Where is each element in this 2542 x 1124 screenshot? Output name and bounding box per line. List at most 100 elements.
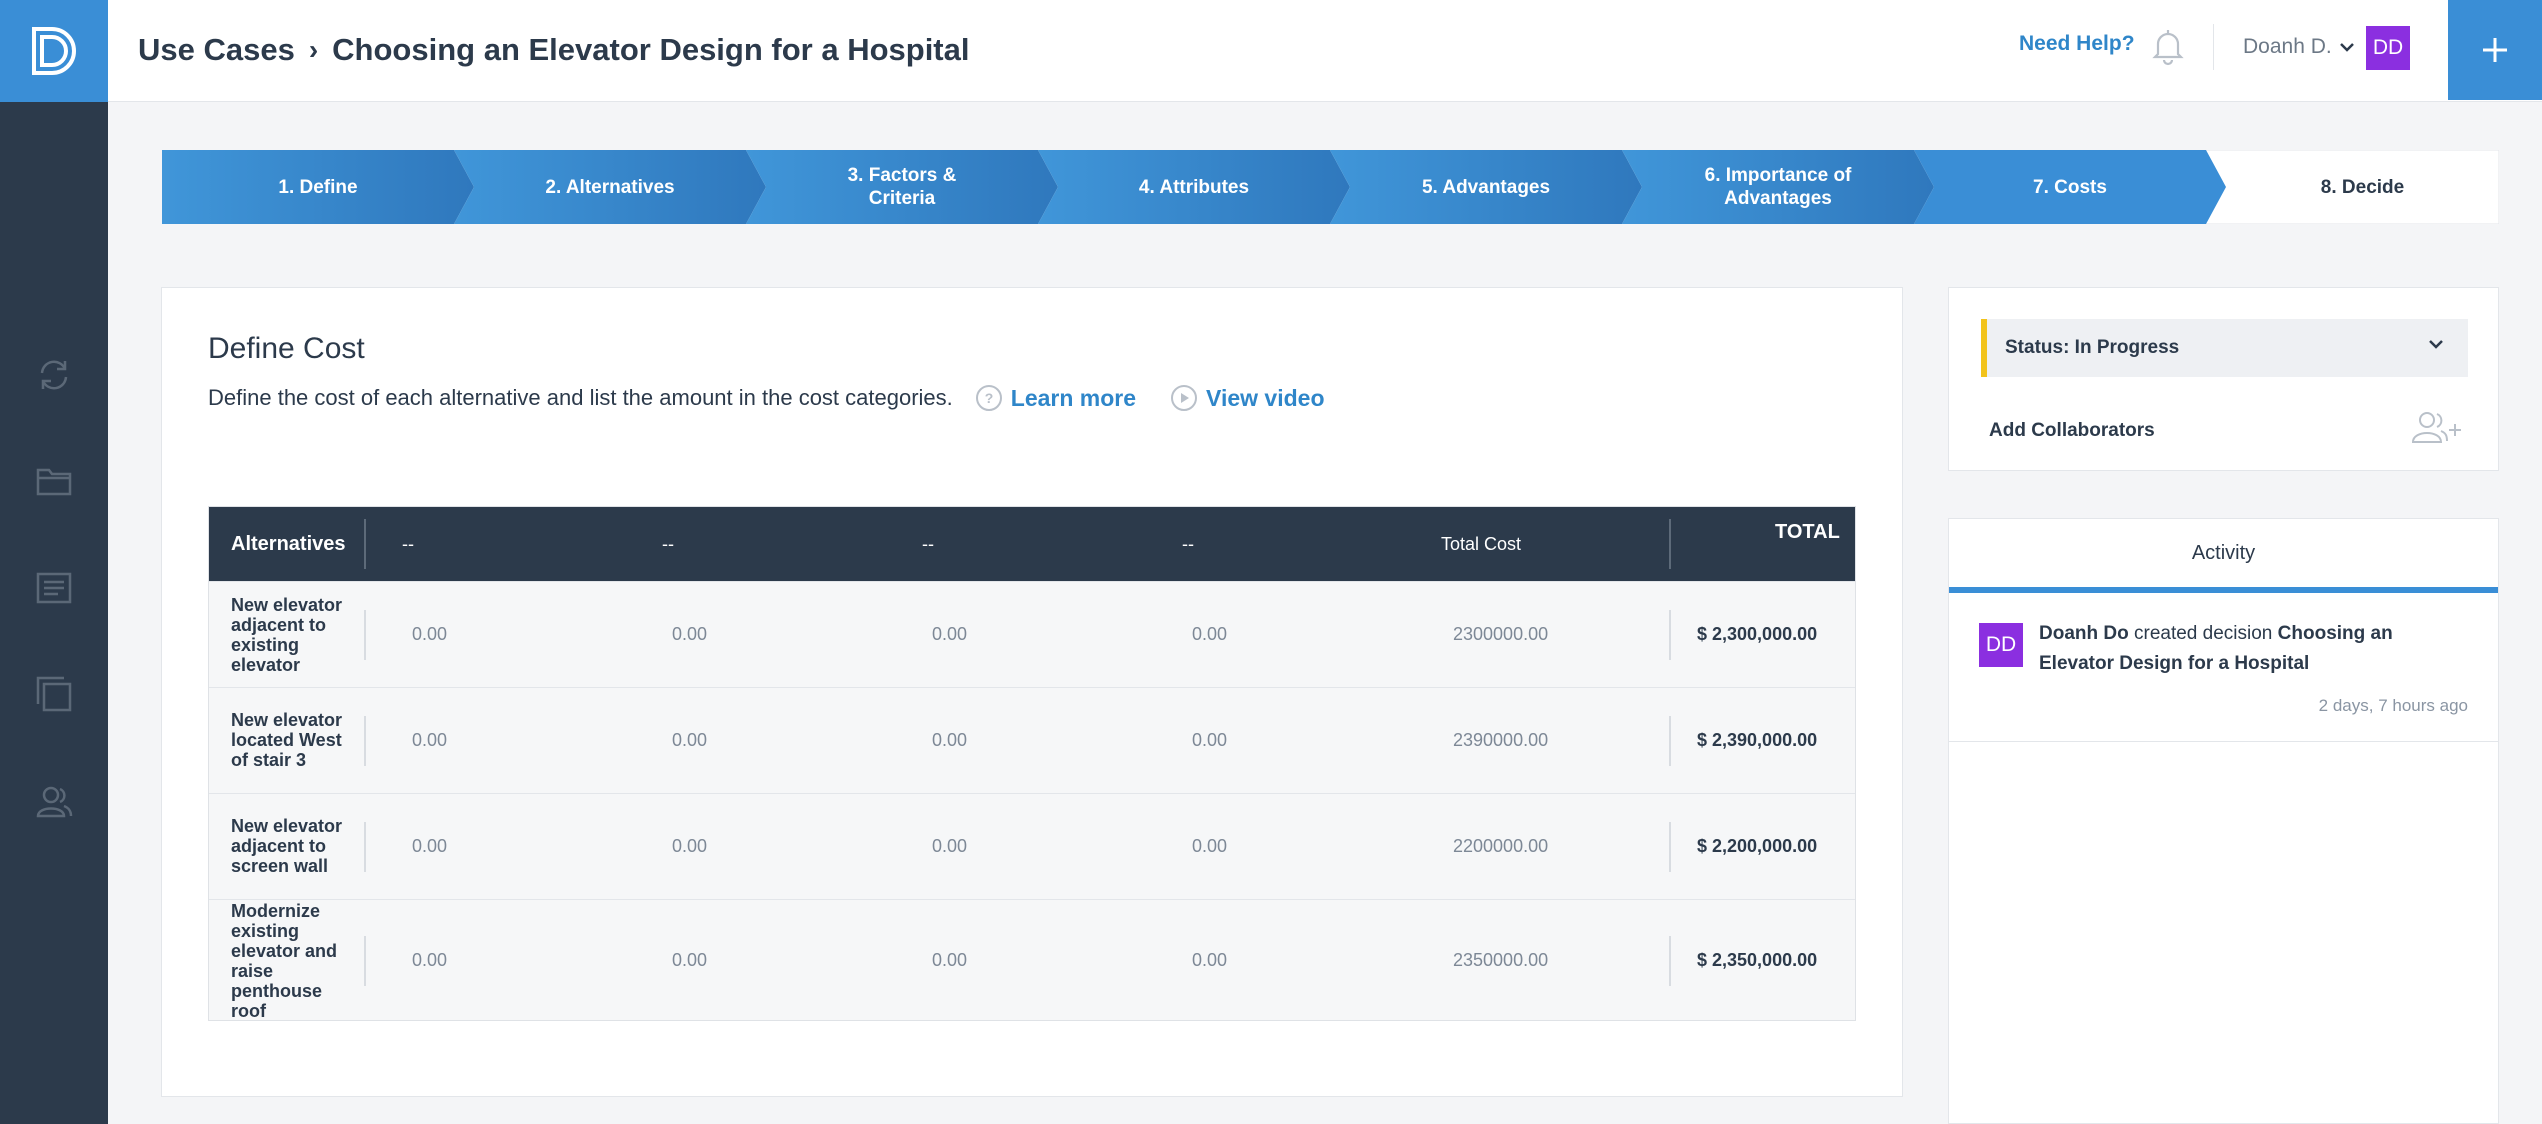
total-cell: $ 2,200,000.00 [1697,836,1818,856]
need-help-link[interactable]: Need Help? [2019,32,2135,55]
play-circle-icon [1171,385,1198,411]
column-divider [364,610,366,660]
wizard-steps: 1. Define 2. Alternatives 3. Factors & Cr… [162,150,2499,224]
learn-more-link[interactable]: ? Learn more [975,384,1136,412]
cost-cell[interactable]: 0.00 [412,624,448,644]
column-divider [364,716,366,766]
users-icon[interactable] [34,782,74,822]
wizard-steps-background [162,150,2499,224]
table-row: New elevator adjacent to screen wall 0.0… [209,793,1855,899]
table-row: New elevator adjacent to existing elevat… [209,581,1855,687]
total-cost-cell[interactable]: 2390000.00 [1453,730,1549,750]
app-logo[interactable] [0,0,108,102]
activity-target[interactable]: Choosing an Elevator Design for a Hospit… [2039,623,2393,674]
step-label: 3. Factors & [847,165,957,186]
step-factors-criteria[interactable]: 3. Factors & Criteria [746,150,1038,224]
cost-cell[interactable]: 0.00 [1192,836,1228,856]
column-divider [364,936,366,986]
user-menu[interactable]: Doanh D. [2243,35,2354,59]
column-divider [1669,716,1671,766]
view-video-link[interactable]: View video [1170,384,1325,412]
step-advantages[interactable]: 5. Advantages [1330,150,1622,224]
cost-cell[interactable]: 0.00 [672,836,708,856]
user-name: Doanh D. [2243,35,2332,58]
total-cost-cell[interactable]: 2350000.00 [1453,950,1549,970]
section-description: Define the cost of each alternative and … [208,385,953,410]
cost-cell[interactable]: 0.00 [932,950,968,970]
alternative-name: New elevator adjacent to existing elevat… [231,595,343,675]
section-description-row: Define the cost of each alternative and … [208,384,1325,412]
cost-cell[interactable]: 0.00 [672,730,708,750]
status-dropdown[interactable]: Status: In Progress [1981,319,2468,377]
breadcrumb-separator: › [308,34,319,65]
column-header-cost-4[interactable]: -- [1182,533,1194,554]
total-cell: $ 2,350,000.00 [1697,950,1818,970]
step-decide[interactable]: 8. Decide [2206,150,2499,224]
alternative-name: Modernize existing elevator and raise pe… [231,901,338,1021]
status-card: Status: In Progress Add Collaborators [1948,287,2499,471]
copy-icon[interactable] [34,674,74,714]
breadcrumb-root[interactable]: Use Cases [138,32,295,67]
total-cell: $ 2,300,000.00 [1697,624,1818,644]
column-header-cost-3[interactable]: -- [922,533,934,554]
cost-cell[interactable]: 0.00 [672,624,708,644]
bell-icon[interactable] [2148,26,2188,66]
cost-cell[interactable]: 0.00 [1192,624,1228,644]
step-attributes[interactable]: 4. Attributes [1038,150,1330,224]
chevron-down-icon [2339,43,2354,52]
refresh-icon[interactable] [34,355,74,395]
cost-cell[interactable]: 0.00 [932,730,968,750]
activity-avatar: DD [1979,623,2023,667]
list-icon[interactable] [34,568,74,608]
tab-activity[interactable]: Activity [1949,519,2498,593]
activity-text: Doanh Do created decision Choosing an El… [2039,619,2469,679]
column-divider [1669,936,1671,986]
folder-icon[interactable] [34,460,74,500]
cost-cell[interactable]: 0.00 [932,836,968,856]
add-button[interactable] [2448,0,2542,100]
alternative-name: New elevator adjacent to screen wall [231,816,343,876]
step-alternatives[interactable]: 2. Alternatives [454,150,746,224]
app-logo-icon [32,27,76,75]
column-divider [1669,610,1671,660]
step-define[interactable]: 1. Define [162,150,454,224]
cost-table: Alternatives -- -- -- -- Total Cost TOTA… [208,506,1856,1021]
cost-cell[interactable]: 0.00 [412,730,448,750]
activity-divider [1949,741,2498,742]
view-video-label: View video [1206,384,1325,411]
left-sidebar [0,0,108,1124]
column-divider [1669,519,1671,569]
cost-cell[interactable]: 0.00 [412,950,448,970]
step-costs[interactable]: 7. Costs [1914,150,2206,224]
help-circle-icon: ? [975,385,1002,411]
breadcrumb: Use Cases › Choosing an Elevator Design … [138,0,970,100]
column-header-cost-2[interactable]: -- [662,533,674,554]
total-cost-cell[interactable]: 2200000.00 [1453,836,1549,856]
cost-cell[interactable]: 0.00 [412,836,448,856]
activity-actor[interactable]: Doanh Do [2039,623,2129,644]
step-label: 5. Advantages [1421,176,1551,198]
cost-cell[interactable]: 0.00 [932,624,968,644]
header-divider [2213,24,2214,70]
step-label: 2. Alternatives [545,176,675,198]
learn-more-label: Learn more [1010,384,1137,411]
step-importance-of-advantages[interactable]: 6. Importance of Advantages [1622,150,1914,224]
avatar[interactable]: DD [2366,26,2410,70]
svg-text:?: ? [985,390,994,406]
activity-timestamp: 2 days, 7 hours ago [2318,696,2468,715]
activity-action: created decision [2134,623,2273,644]
step-label: 1. Define [278,176,358,198]
step-label-line2: Advantages [1724,188,1832,209]
cost-cell[interactable]: 0.00 [1192,730,1228,750]
plus-icon [2483,38,2507,62]
cost-cell[interactable]: 0.00 [1192,950,1228,970]
cost-cell[interactable]: 0.00 [672,950,708,970]
activity-card: Activity DD Doanh Do created decision Ch… [1948,518,2499,1124]
column-header-cost-1[interactable]: -- [402,533,414,554]
total-cost-cell[interactable]: 2300000.00 [1453,624,1549,644]
add-collaborators-label[interactable]: Add Collaborators [1989,420,2155,441]
status-label: Status: In Progress [2005,337,2180,358]
step-label: 8. Decide [2320,176,2405,198]
column-header-total: TOTAL [1775,520,1840,543]
add-user-icon[interactable] [2409,408,2463,448]
